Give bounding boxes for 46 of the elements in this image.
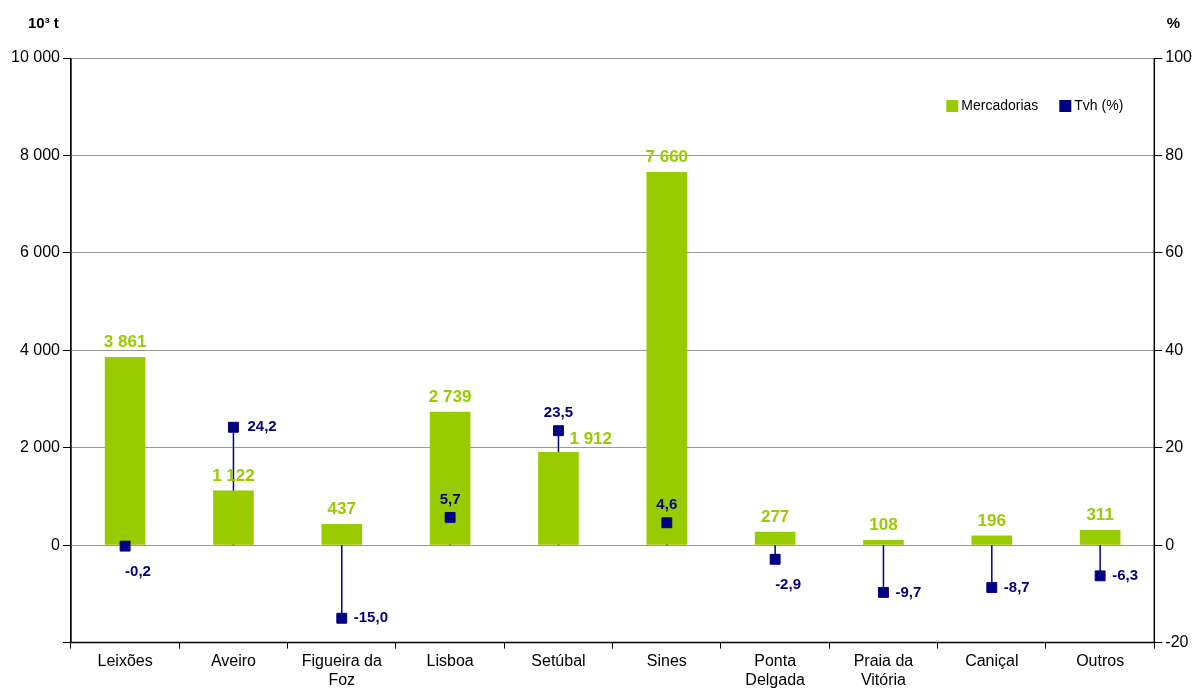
- data-label: 2 739: [428, 386, 472, 406]
- x-tick-label: Leixões: [97, 651, 153, 669]
- y-tick-label: 0: [51, 535, 61, 553]
- legend-label: Mercadorias: [961, 96, 1039, 113]
- y-tick-label: 10 000: [11, 48, 61, 66]
- y2-tick-label: -20: [1165, 633, 1189, 651]
- x-tick-label: Lisboa: [426, 651, 474, 669]
- data-label: 196: [977, 510, 1006, 530]
- data-label: -8,7: [1003, 577, 1030, 595]
- y2-tick-label: 60: [1165, 243, 1184, 261]
- data-label: 1 912: [569, 429, 612, 449]
- x-tick-label: Caniçal: [965, 651, 1019, 669]
- x-tick-label: Figueira da Foz: [301, 651, 382, 688]
- x-tick-label: Sines: [646, 651, 687, 669]
- data-label: 5,7: [439, 490, 461, 508]
- data-label: 277: [760, 506, 790, 526]
- y2-tick-label: 80: [1165, 145, 1184, 163]
- data-label: -9,7: [895, 582, 922, 600]
- x-tick-label: Ponta Delgada: [745, 651, 806, 688]
- x-tick-label: Outros: [1076, 651, 1125, 669]
- data-label: -0,2: [125, 562, 151, 580]
- x-tick-label: Aveiro: [210, 651, 257, 669]
- data-label: -2,9: [775, 575, 801, 593]
- y-tick-label: 8 000: [19, 145, 61, 163]
- data-label: 7 660: [645, 147, 689, 167]
- x-tick-label: Praia da Vitória: [853, 651, 914, 688]
- data-label: 3 861: [103, 332, 147, 352]
- y2-tick-label: 40: [1165, 340, 1184, 358]
- y2-tick-label: 0: [1165, 535, 1175, 553]
- y2-axis-title: %: [1166, 14, 1180, 32]
- y-tick-label: 4 000: [19, 340, 61, 358]
- data-label: -15,0: [353, 608, 388, 626]
- y2-tick-label: 20: [1165, 438, 1184, 456]
- data-label: 23,5: [543, 403, 574, 421]
- data-label: 4,6: [656, 495, 678, 513]
- y-axis-title: 10³ t: [28, 14, 59, 32]
- data-label: 311: [1086, 505, 1114, 525]
- data-label: 24,2: [247, 417, 277, 435]
- legend-label: Tvh (%): [1074, 96, 1124, 113]
- y-tick-label: 2 000: [19, 438, 61, 456]
- data-label: -6,3: [1112, 566, 1138, 583]
- data-label: 108: [869, 515, 898, 535]
- y-tick-label: 6 000: [19, 243, 61, 261]
- data-label: 437: [327, 499, 356, 519]
- x-tick-label: Setúbal: [531, 651, 586, 669]
- y2-tick-label: 100: [1165, 48, 1193, 66]
